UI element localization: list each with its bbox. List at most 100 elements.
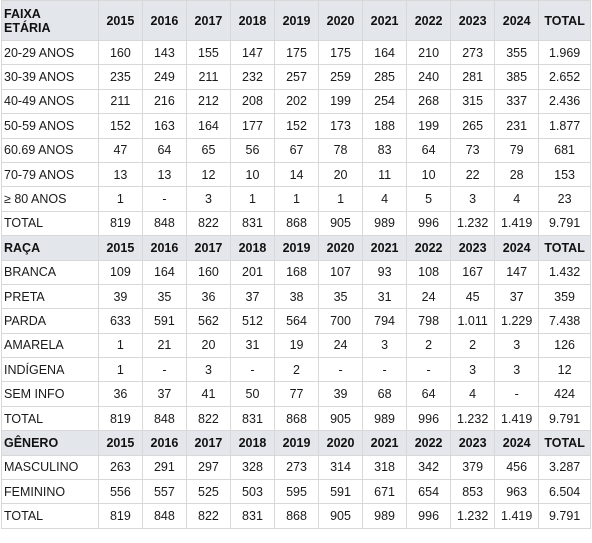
value-cell: 249 — [141, 64, 187, 90]
year-header: 2018 — [229, 0, 276, 41]
value-cell: 11 — [362, 161, 408, 188]
year-header: 2023 — [450, 0, 496, 41]
year-header: 2023 — [450, 235, 496, 261]
table-row: BRANCA 109 164 160 201 168 107 93 108 167 147 1.432 — [1, 259, 591, 285]
value-cell: 107 — [318, 259, 364, 285]
year-header: 2018 — [229, 430, 276, 456]
value-cell: 202 — [273, 88, 320, 115]
value-cell: - — [318, 357, 364, 383]
value-cell: 314 — [318, 454, 364, 481]
value-cell: 263 — [97, 454, 143, 481]
table-row: AMARELA 1 21 20 31 19 24 3 2 2 3 126 — [1, 332, 591, 359]
value-cell: 64 — [406, 381, 452, 407]
value-cell: 1.232 — [450, 405, 496, 432]
value-cell: 201 — [229, 259, 276, 285]
table-row: 50-59 ANOS 152 163 164 177 152 173 188 199 265 231… — [1, 113, 591, 139]
year-header: 2021 — [362, 0, 408, 41]
value-cell: 963 — [494, 479, 540, 505]
value-cell: 259 — [318, 64, 364, 90]
table-row: INDÍGENA 1-3-2- - -3 3 12 — [1, 357, 591, 383]
value-cell: 41 — [185, 381, 231, 407]
table-row: SEM INFO 36 37 41 50 77 39 68 64 4-424 — [1, 381, 591, 407]
value-cell: 355 — [494, 39, 540, 66]
table-row: 70-79 ANOS 13 13 12 10 14 20 11 10 22 28 153 — [1, 161, 591, 188]
value-cell: 164 — [185, 113, 231, 139]
value-cell: 591 — [141, 308, 187, 334]
value-cell: 831 — [229, 210, 276, 237]
row-label: AMARELA — [1, 332, 99, 359]
year-header: 2019 — [273, 0, 320, 41]
total-cell: 1.969 — [538, 39, 591, 66]
value-cell: 31 — [362, 283, 408, 310]
total-cell: 2.652 — [538, 64, 591, 90]
row-label: FEMININO — [1, 479, 99, 505]
value-cell: 1 — [273, 186, 320, 212]
value-cell: 337 — [494, 88, 540, 115]
value-cell: 143 — [141, 39, 187, 66]
total-cell: 424 — [538, 381, 591, 407]
value-cell: 848 — [141, 503, 187, 529]
value-cell: 164 — [362, 39, 408, 66]
value-cell: 853 — [450, 479, 496, 505]
value-cell: 67 — [273, 137, 320, 163]
table-row: MASCULINO 263 291 297 328 273 314 318 342 379 456 3… — [1, 454, 591, 481]
value-cell: 1.011 — [450, 308, 496, 334]
year-header: 2018 — [229, 235, 276, 261]
year-header: 2017 — [185, 235, 231, 261]
value-cell: 65 — [185, 137, 231, 163]
value-cell: 36 — [185, 283, 231, 310]
total-header: TOTAL — [538, 430, 591, 456]
value-cell: 265 — [450, 113, 496, 139]
year-header: 2020 — [318, 430, 364, 456]
value-cell: 342 — [406, 454, 452, 481]
value-cell: 216 — [141, 88, 187, 115]
value-cell: 848 — [141, 405, 187, 432]
year-header: 2021 — [362, 235, 408, 261]
year-header: 2015 — [97, 0, 143, 41]
value-cell: 3 — [362, 332, 408, 359]
value-cell: 10 — [229, 161, 276, 188]
year-header: 2019 — [273, 235, 320, 261]
value-cell: 989 — [362, 503, 408, 529]
section-title: GÊNERO — [1, 430, 99, 456]
value-cell: 3 — [450, 357, 496, 383]
year-header: 2016 — [141, 430, 187, 456]
year-header: 2017 — [185, 430, 231, 456]
value-cell: 79 — [494, 137, 540, 163]
value-cell: 1.419 — [494, 210, 540, 237]
value-cell: 152 — [97, 113, 143, 139]
value-cell: 328 — [229, 454, 276, 481]
value-cell: 35 — [318, 283, 364, 310]
value-cell: 318 — [362, 454, 408, 481]
value-cell: 996 — [406, 503, 452, 529]
row-label: TOTAL — [1, 405, 99, 432]
value-cell: 45 — [450, 283, 496, 310]
total-cell: 1.877 — [538, 113, 591, 139]
value-cell: 633 — [97, 308, 143, 334]
section-header-row: GÊNERO 2015 2016 2017 2018 2019 2020 2021 2022 20… — [1, 430, 591, 456]
value-cell: 996 — [406, 405, 452, 432]
value-cell: 996 — [406, 210, 452, 237]
value-cell: 212 — [185, 88, 231, 115]
total-cell: 681 — [538, 137, 591, 163]
value-cell: 77 — [273, 381, 320, 407]
row-label: MASCULINO — [1, 454, 99, 481]
section-header-row: RAÇA 2015 2016 2017 2018 2019 2020 2021 2022 2023… — [1, 235, 591, 261]
year-header: 2019 — [273, 430, 320, 456]
value-cell: 208 — [229, 88, 276, 115]
value-cell: - — [229, 357, 276, 383]
value-cell: 56 — [229, 137, 276, 163]
value-cell: 175 — [273, 39, 320, 66]
value-cell: 211 — [97, 88, 143, 115]
statistics-table: FAIXA ETÁRIA 2015 2016 2017 2018 2019 2020 2021 2… — [1, 0, 591, 529]
value-cell: 822 — [185, 210, 231, 237]
year-header: 2023 — [450, 430, 496, 456]
value-cell: 173 — [318, 113, 364, 139]
total-cell: 1.432 — [538, 259, 591, 285]
value-cell: 654 — [406, 479, 452, 505]
total-cell: 3.287 — [538, 454, 591, 481]
year-header: 2024 — [494, 235, 540, 261]
value-cell: 1.232 — [450, 210, 496, 237]
year-header: 2017 — [185, 0, 231, 41]
value-cell: 22 — [450, 161, 496, 188]
